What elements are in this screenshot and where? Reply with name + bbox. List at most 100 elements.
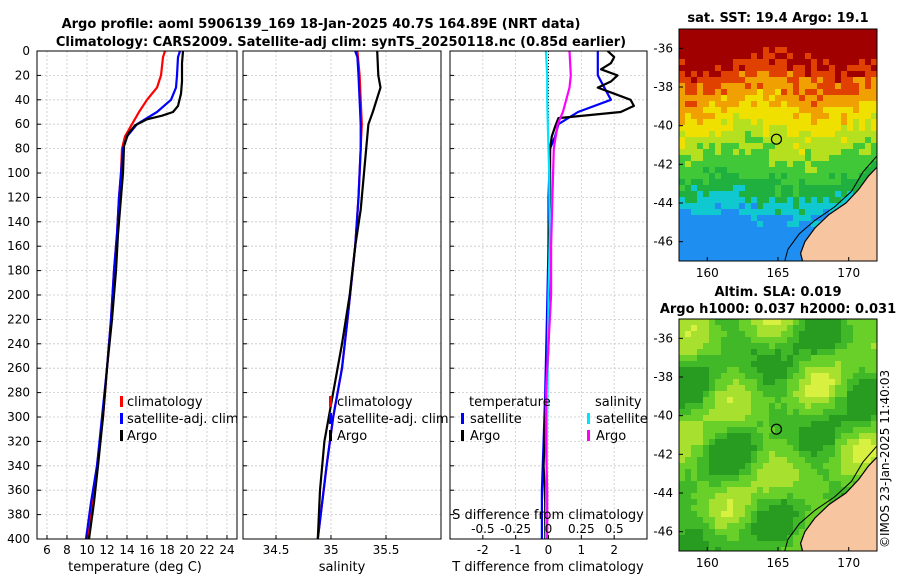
imos-credit: ©IMOS 23-Jan-2025 11:40:03 <box>878 369 892 548</box>
heatmap-cell <box>703 161 710 168</box>
heatmap-cell <box>835 83 842 90</box>
heatmap-cell <box>835 125 842 132</box>
heatmap-cell <box>739 203 746 210</box>
heatmap-cell <box>763 53 770 60</box>
heatmap-cell <box>745 137 752 144</box>
heatmap-cell <box>835 475 842 482</box>
heatmap-cell <box>757 439 764 446</box>
heatmap-cell <box>703 415 710 422</box>
heatmap-cell <box>709 41 716 48</box>
heatmap-cell <box>715 215 722 222</box>
heatmap-cell <box>709 361 716 368</box>
heatmap-cell <box>751 397 758 404</box>
heatmap-cell <box>775 541 782 548</box>
heatmap-cell <box>715 547 722 551</box>
heatmap-cell <box>823 433 830 440</box>
heatmap-cell <box>685 397 692 404</box>
heatmap-cell <box>721 155 728 162</box>
heatmap-cell <box>721 53 728 60</box>
heatmap-cell <box>775 125 782 132</box>
heatmap-cell <box>727 191 734 198</box>
heatmap-cell <box>751 463 758 470</box>
heatmap-cell <box>751 179 758 186</box>
heatmap-cell <box>727 77 734 84</box>
heatmap-cell <box>721 445 728 452</box>
heatmap-cell <box>799 197 806 204</box>
heatmap-cell <box>817 71 824 78</box>
heatmap-cell <box>703 167 710 174</box>
heatmap-cell <box>685 167 692 174</box>
heatmap-cell <box>775 403 782 410</box>
heatmap-cell <box>709 343 716 350</box>
heatmap-cell <box>733 547 740 551</box>
heatmap-cell <box>823 89 830 96</box>
heatmap-cell <box>709 529 716 536</box>
heatmap-cell <box>829 367 836 374</box>
heatmap-cell <box>793 179 800 186</box>
heatmap-cell <box>847 83 854 90</box>
heatmap-cell <box>709 173 716 180</box>
heatmap-cell <box>787 89 794 96</box>
heatmap-cell <box>769 53 776 60</box>
heatmap-cell <box>697 337 704 344</box>
heatmap-cell <box>859 337 866 344</box>
heatmap-cell <box>709 71 716 78</box>
heatmap-cell <box>781 331 788 338</box>
heatmap-cell <box>715 493 722 500</box>
heatmap-cell <box>823 101 830 108</box>
heatmap-cell <box>793 149 800 156</box>
heatmap-cell <box>757 451 764 458</box>
heatmap-cell <box>799 445 806 452</box>
heatmap-cell <box>817 101 824 108</box>
heatmap-cell <box>781 41 788 48</box>
heatmap-cell <box>727 379 734 386</box>
heatmap-cell <box>835 481 842 488</box>
heatmap-cell <box>703 209 710 216</box>
heatmap-cell <box>709 209 716 216</box>
heatmap-cell <box>859 89 866 96</box>
heatmap-cell <box>805 361 812 368</box>
heatmap-cell <box>757 77 764 84</box>
heatmap-cell <box>805 493 812 500</box>
heatmap-cell <box>757 131 764 138</box>
heatmap-cell <box>697 505 704 512</box>
heatmap-cell <box>781 143 788 150</box>
heatmap-cell <box>781 191 788 198</box>
heatmap-cell <box>853 421 860 428</box>
heatmap-cell <box>691 349 698 356</box>
heatmap-cell <box>727 511 734 518</box>
heatmap-cell <box>835 463 842 470</box>
heatmap-cell <box>799 523 806 530</box>
heatmap-cell <box>685 487 692 494</box>
heatmap-cell <box>763 59 770 66</box>
heatmap-cell <box>739 53 746 60</box>
heatmap-cell <box>709 227 716 234</box>
sst-map-title: sat. SST: 19.4 Argo: 19.1 <box>687 11 868 26</box>
heatmap-cell <box>703 239 710 246</box>
heatmap-cell <box>703 131 710 138</box>
heatmap-cell <box>721 215 728 222</box>
heatmap-cell <box>697 415 704 422</box>
heatmap-cell <box>721 83 728 90</box>
heatmap-cell <box>739 445 746 452</box>
heatmap-cell <box>823 149 830 156</box>
heatmap-cell <box>853 367 860 374</box>
heatmap-cell <box>703 155 710 162</box>
heatmap-cell <box>751 245 758 252</box>
heatmap-cell <box>865 125 872 132</box>
heatmap-cell <box>727 155 734 162</box>
heatmap-cell <box>805 415 812 422</box>
heatmap-cell <box>799 143 806 150</box>
heatmap-cell <box>847 403 854 410</box>
heatmap-cell <box>691 463 698 470</box>
heatmap-cell <box>769 343 776 350</box>
heatmap-cell <box>817 319 824 326</box>
heatmap-cell <box>709 487 716 494</box>
heatmap-cell <box>709 239 716 246</box>
heatmap-cell <box>715 125 722 132</box>
heatmap-cell <box>871 131 877 138</box>
heatmap-cell <box>781 439 788 446</box>
heatmap-cell <box>733 457 740 464</box>
heatmap-cell <box>721 409 728 416</box>
heatmap-cell <box>829 487 836 494</box>
